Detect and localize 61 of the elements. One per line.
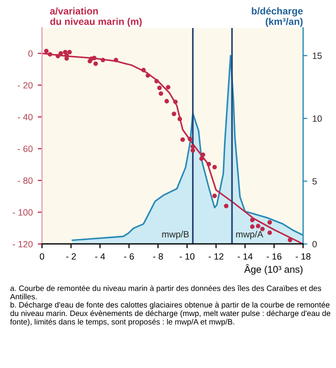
- x-tick-label: - 4: [95, 253, 106, 260]
- point: [166, 84, 170, 90]
- point: [100, 58, 106, 62]
- point: [164, 98, 169, 104]
- point: [158, 91, 164, 96]
- point: [250, 218, 255, 222]
- point: [190, 144, 196, 149]
- x-tick-label: - 2: [66, 253, 76, 260]
- point: [157, 86, 162, 90]
- x-axis-title: Âge (10³ ans): [244, 264, 302, 275]
- y-axis-title: a/variation du niveau marin (m): [50, 7, 142, 27]
- ref-line-label: mwp/B: [162, 230, 189, 240]
- x-tick-label: - 10: [180, 253, 194, 260]
- y-tick-label: - 40: [18, 114, 33, 120]
- point: [200, 152, 206, 157]
- point: [172, 112, 176, 116]
- x-tick-label: - 16: [266, 253, 282, 260]
- point: [212, 194, 217, 198]
- point: [67, 50, 72, 54]
- y2-tick-label: 10: [312, 115, 322, 122]
- point: [190, 148, 196, 153]
- y2-axis-title: b/décharge (km³/an): [252, 7, 303, 27]
- y2-tick-label: 5: [312, 178, 317, 185]
- x-tick-label: - 12: [208, 253, 224, 260]
- point: [256, 224, 260, 228]
- x-tick-label: - 6: [124, 253, 134, 260]
- point: [92, 56, 96, 60]
- y-tick-label: - 20: [18, 82, 33, 89]
- y2-tick-label: 0: [312, 240, 317, 248]
- x-tick-label: - 8: [153, 253, 163, 260]
- point: [56, 54, 60, 58]
- x-tick-label: 0: [40, 253, 44, 260]
- point: [188, 136, 192, 142]
- point: [154, 78, 159, 84]
- ref-line-label: mwp/A: [236, 230, 264, 240]
- y-tick-label: - 120: [12, 240, 33, 248]
- point: [93, 61, 98, 66]
- point: [141, 68, 146, 72]
- y-tick-label: - 100: [12, 209, 33, 216]
- point: [288, 238, 292, 242]
- point: [114, 58, 118, 62]
- point: [206, 162, 212, 166]
- y2-tick-label: 15: [312, 52, 322, 59]
- point: [250, 224, 255, 229]
- point: [62, 50, 68, 54]
- point: [146, 73, 150, 78]
- point: [44, 48, 49, 54]
- point: [173, 100, 178, 104]
- x-tick-label: - 18: [296, 253, 310, 260]
- point: [199, 156, 204, 161]
- y-tick-label: - 60: [18, 146, 33, 152]
- y-tick-label: 0: [28, 50, 33, 57]
- y-tick-label: - 80: [18, 177, 33, 184]
- point: [180, 137, 185, 142]
- x-tick-label: - 14: [238, 253, 253, 260]
- point: [178, 116, 182, 122]
- point: [48, 52, 52, 57]
- point: [224, 204, 228, 208]
- point: [267, 220, 272, 225]
- point: [267, 230, 272, 235]
- point: [212, 164, 217, 170]
